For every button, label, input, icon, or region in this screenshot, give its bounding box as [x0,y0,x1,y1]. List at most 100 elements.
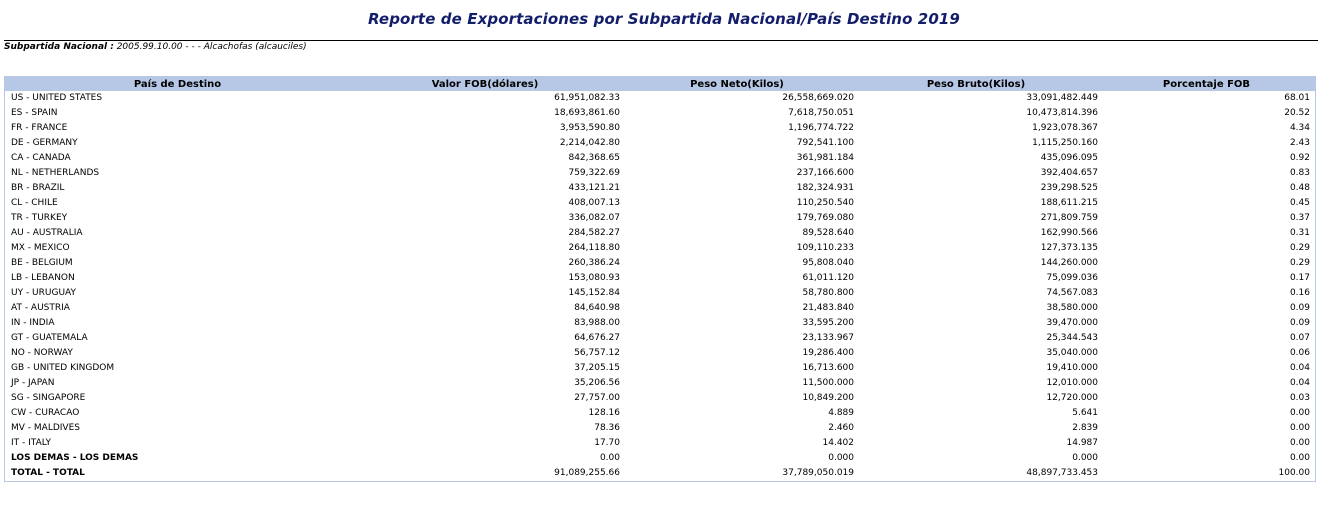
cell-porcentaje-fob: 0.00 [1289,423,1310,433]
cell-peso-bruto: 144,260.000 [1040,258,1098,268]
col-header-valor-fob: Valor FOB(dólares) [350,77,620,91]
cell-peso-bruto: 48,897,733.453 [1026,468,1098,478]
cell-peso-neto: 16,713.600 [802,363,854,373]
cell-porcentaje-fob: 0.83 [1289,168,1310,178]
cell-pais: TR - TURKEY [11,213,68,223]
cell-pais: MV - MALDIVES [11,423,80,433]
cell-pais: NL - NETHERLANDS [11,168,100,178]
table-row: LOS DEMAS - LOS DEMAS 0.00 0.000 0.000 0.00 [5,451,1315,466]
cell-peso-bruto: 1,923,078.367 [1032,123,1098,133]
cell-porcentaje-fob: 0.31 [1289,228,1310,238]
cell-peso-neto: 361,981.184 [796,153,854,163]
cell-pais: SG - SINGAPORE [11,393,86,403]
cell-peso-bruto: 392,404.657 [1040,168,1098,178]
table-row: MX - MEXICO 264,118.80 109,110.233 127,373.… [5,241,1315,256]
cell-pais: IN - INDIA [11,318,55,328]
table-row: GT - GUATEMALA 64,676.27 23,133.967 25,344.… [5,331,1315,346]
cell-valor-fob: 2,214,042.80 [559,138,620,148]
col-header-porcentaje-fob: Porcentaje FOB [1098,77,1315,91]
cell-valor-fob: 264,118.80 [568,243,620,253]
cell-valor-fob: 56,757.12 [574,348,620,358]
cell-peso-neto: 4.889 [828,408,854,418]
cell-valor-fob: 408,007.13 [568,198,620,208]
cell-valor-fob: 35,206.56 [574,378,620,388]
cell-pais: BR - BRAZIL [11,183,65,193]
table-row: CW - CURACAO 128.16 4.889 5.641 0.00 [5,406,1315,421]
cell-pais: CA - CANADA [11,153,71,163]
table-row: NO - NORWAY 56,757.12 19,286.400 35,040.000… [5,346,1315,361]
table-row: BE - BELGIUM 260,386.24 95,808.040 144,260.… [5,256,1315,271]
cell-peso-neto: 21,483.840 [802,303,854,313]
cell-valor-fob: 83,988.00 [574,318,620,328]
table-body: US - UNITED STATES 61,951,082.33 26,558,66… [5,91,1315,481]
cell-porcentaje-fob: 68.01 [1284,93,1310,103]
cell-pais: JP - JAPAN [11,378,55,388]
cell-peso-bruto: 25,344.543 [1046,333,1098,343]
cell-peso-neto: 26,558,669.020 [782,93,854,103]
cell-peso-bruto: 33,091,482.449 [1026,93,1098,103]
col-header-peso-bruto: Peso Bruto(Kilos) [854,77,1098,91]
cell-porcentaje-fob: 0.29 [1289,258,1310,268]
table-header-row: País de Destino Valor FOB(dólares) Peso … [5,77,1315,91]
table-frame [4,76,1316,482]
cell-peso-bruto: 39,470.000 [1046,318,1098,328]
table-row: IT - ITALY 17.70 14.402 14.987 0.00 [5,436,1315,451]
cell-valor-fob: 759,322.69 [568,168,620,178]
cell-peso-bruto: 2.839 [1072,423,1098,433]
title-divider [4,40,1318,41]
cell-porcentaje-fob: 0.00 [1289,408,1310,418]
cell-porcentaje-fob: 0.04 [1289,363,1310,373]
subpartida-line: Subpartida Nacional : 2005.99.10.00 - - … [4,42,307,52]
table-row: TR - TURKEY 336,082.07 179,769.080 271,809.… [5,211,1315,226]
cell-valor-fob: 842,368.65 [568,153,620,163]
cell-valor-fob: 78.36 [594,423,620,433]
cell-pais: LOS DEMAS - LOS DEMAS [11,453,139,463]
cell-valor-fob: 18,693,861.60 [554,108,620,118]
cell-porcentaje-fob: 100.00 [1278,468,1311,478]
cell-porcentaje-fob: 0.29 [1289,243,1310,253]
cell-valor-fob: 17.70 [594,438,620,448]
table-row: ES - SPAIN 18,693,861.60 7,618,750.051 10,4… [5,106,1315,121]
cell-peso-bruto: 5.641 [1072,408,1098,418]
cell-peso-bruto: 1,115,250.160 [1032,138,1098,148]
cell-peso-neto: 1,196,774.722 [788,123,854,133]
cell-porcentaje-fob: 2.43 [1289,138,1310,148]
cell-pais: BE - BELGIUM [11,258,73,268]
cell-peso-bruto: 127,373.135 [1040,243,1098,253]
cell-peso-bruto: 271,809.759 [1040,213,1098,223]
table-row: BR - BRAZIL 433,121.21 182,324.931 239,298.… [5,181,1315,196]
col-header-pais: País de Destino [5,77,350,91]
cell-porcentaje-fob: 0.16 [1289,288,1310,298]
table-row: GB - UNITED KINGDOM 37,205.15 16,713.600 19… [5,361,1315,376]
cell-porcentaje-fob: 0.92 [1289,153,1310,163]
cell-peso-neto: 61,011.120 [802,273,854,283]
cell-valor-fob: 91,089,255.66 [554,468,620,478]
cell-peso-neto: 0.000 [828,453,854,463]
table-row: UY - URUGUAY 145,152.84 58,780.800 74,567.0… [5,286,1315,301]
table-row: LB - LEBANON 153,080.93 61,011.120 75,099.0… [5,271,1315,286]
table-row: MV - MALDIVES 78.36 2.460 2.839 0.00 [5,421,1315,436]
table-row: JP - JAPAN 35,206.56 11,500.000 12,010.000 0… [5,376,1315,391]
cell-pais: CL - CHILE [11,198,58,208]
cell-porcentaje-fob: 0.00 [1289,438,1310,448]
cell-porcentaje-fob: 0.00 [1289,453,1310,463]
cell-pais: LB - LEBANON [11,273,75,283]
table-row: US - UNITED STATES 61,951,082.33 26,558,66… [5,91,1315,106]
cell-pais: UY - URUGUAY [11,288,76,298]
cell-peso-neto: 10,849.200 [802,393,854,403]
cell-pais: AU - AUSTRALIA [11,228,83,238]
cell-pais: MX - MEXICO [11,243,70,253]
cell-peso-neto: 2.460 [828,423,854,433]
cell-porcentaje-fob: 0.37 [1289,213,1310,223]
cell-valor-fob: 336,082.07 [568,213,620,223]
cell-pais: AT - AUSTRIA [11,303,70,313]
cell-valor-fob: 284,582.27 [568,228,620,238]
cell-porcentaje-fob: 0.07 [1289,333,1310,343]
table-row: CL - CHILE 408,007.13 110,250.540 188,611.2… [5,196,1315,211]
cell-peso-bruto: 0.000 [1072,453,1098,463]
cell-peso-neto: 37,789,050.019 [782,468,854,478]
cell-peso-neto: 19,286.400 [802,348,854,358]
cell-porcentaje-fob: 4.34 [1289,123,1310,133]
table-row: IN - INDIA 83,988.00 33,595.200 39,470.000 0… [5,316,1315,331]
cell-valor-fob: 27,757.00 [574,393,620,403]
